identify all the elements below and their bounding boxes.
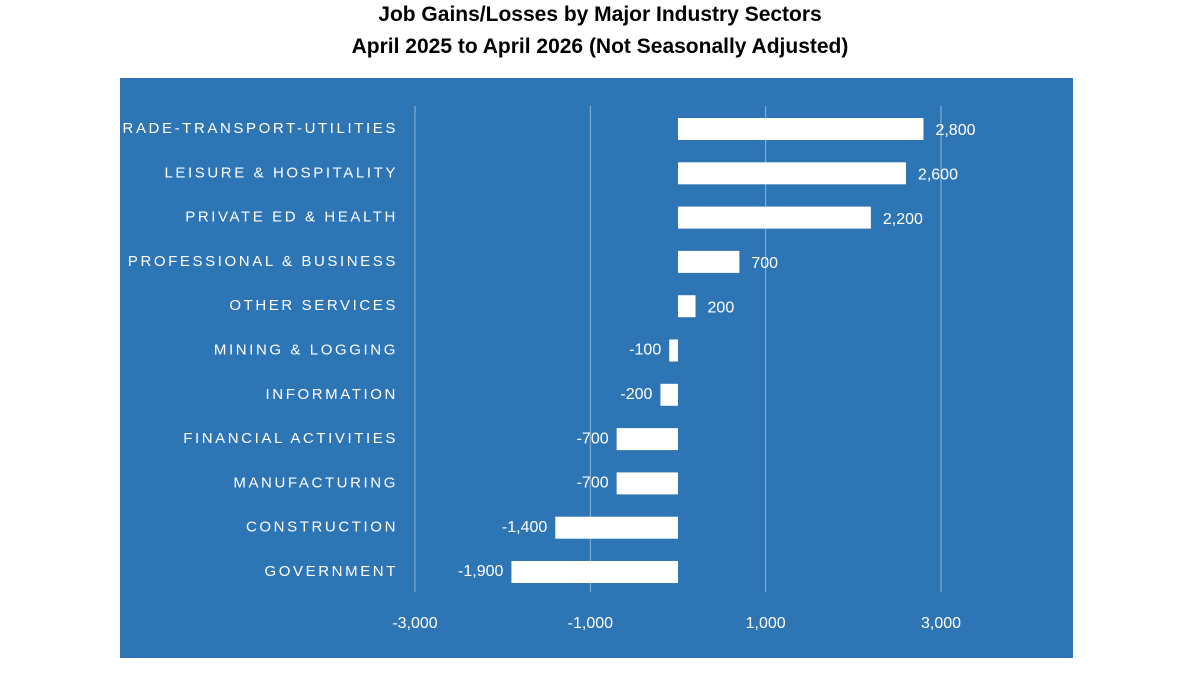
bar-financial-activities [616, 428, 678, 451]
bar-construction [555, 516, 678, 539]
category-label-professional-business: PROFESSIONAL & BUSINESS [128, 253, 398, 270]
value-label-leisure-hospitality: 2,600 [918, 167, 958, 184]
x-tick-label-1000: 1,000 [746, 615, 786, 632]
bar-mining-logging [669, 339, 678, 362]
value-label-construction: -1,400 [502, 519, 547, 536]
bar-private-ed-health [678, 206, 871, 229]
bar-government [511, 561, 678, 583]
value-label-information: -200 [620, 386, 652, 403]
value-label-trade-transport-utilities: 2,800 [935, 122, 975, 139]
bar-leisure-hospitality [678, 162, 906, 185]
category-label-other-services: OTHER SERVICES [229, 297, 398, 314]
category-label-leisure-hospitality: LEISURE & HOSPITALITY [164, 164, 398, 181]
gridlines [414, 106, 942, 592]
x-tick-label-neg3000: -3,000 [392, 615, 437, 632]
value-label-other-services: 200 [708, 299, 735, 316]
chart-title: Job Gains/Losses by Major Industry Secto… [378, 3, 822, 26]
value-label-private-ed-health: 2,200 [883, 211, 923, 228]
value-label-professional-business: 700 [751, 255, 778, 272]
value-label-manufacturing: -700 [577, 475, 609, 492]
value-label-financial-activities: -700 [577, 430, 609, 447]
bar-trade-transport-utilities [678, 118, 924, 140]
category-labels: TRADE-TRANSPORT-UTILITIES LEISURE & HOSPI… [111, 120, 398, 580]
chart-subtitle: April 2025 to April 2026 (Not Seasonally… [351, 35, 849, 58]
category-label-mining-logging: MINING & LOGGING [214, 341, 398, 358]
category-label-manufacturing: MANUFACTURING [233, 474, 398, 491]
value-label-government: -1,900 [458, 563, 503, 580]
x-tick-label-neg1000: -1,000 [568, 615, 613, 632]
bar-professional-business [678, 250, 740, 273]
category-label-government: GOVERNMENT [264, 563, 398, 580]
bar-other-services [678, 295, 696, 318]
category-label-trade-transport-utilities: TRADE-TRANSPORT-UTILITIES [111, 120, 398, 137]
x-tick-label-3000: 3,000 [921, 615, 961, 632]
category-label-private-ed-health: PRIVATE ED & HEALTH [185, 209, 398, 226]
bar-information [660, 383, 678, 406]
category-label-financial-activities: FINANCIAL ACTIVITIES [183, 430, 398, 447]
category-label-construction: CONSTRUCTION [246, 519, 398, 536]
category-label-information: INFORMATION [266, 386, 398, 403]
bar-manufacturing [616, 472, 678, 495]
value-labels: 2,800 2,600 2,200 700 200 -100 -200 -700 -700 -1,… [458, 122, 976, 580]
value-label-mining-logging: -100 [629, 342, 661, 359]
bars [511, 118, 924, 583]
x-axis-tick-labels: -3,000 -1,000 1,000 3,000 [392, 615, 961, 632]
